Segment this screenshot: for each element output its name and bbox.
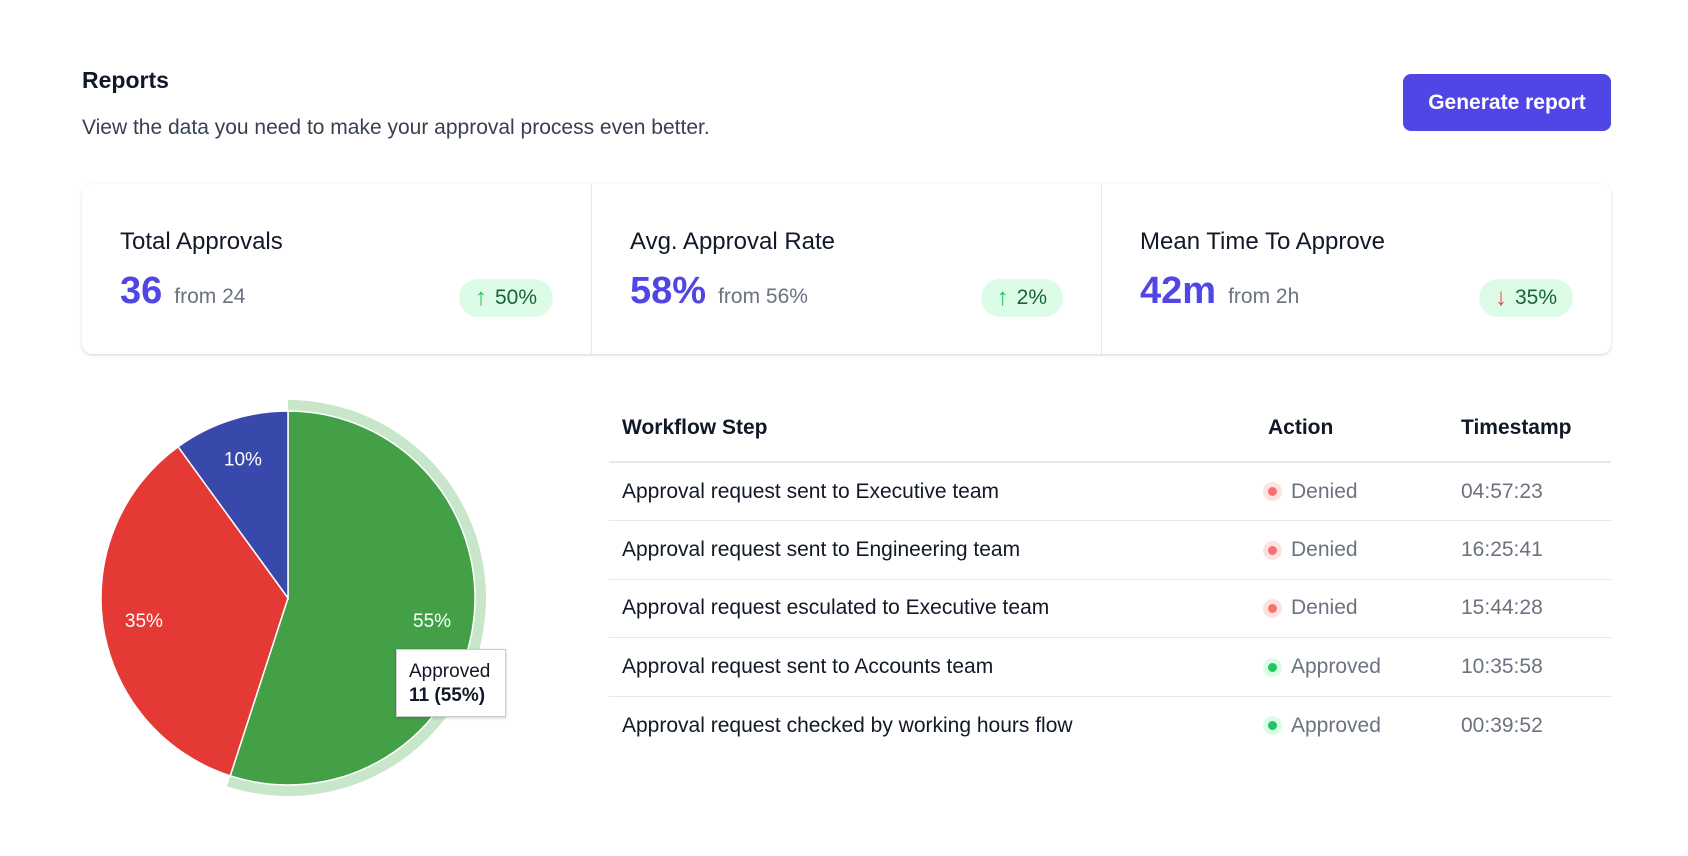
table-row[interactable]: Approval request esculated to Executive … bbox=[609, 579, 1611, 638]
workflow-step: Approval request sent to Engineering tea… bbox=[609, 520, 1255, 580]
timestamp: 15:44:28 bbox=[1448, 579, 1611, 638]
stat-from: from 56% bbox=[718, 285, 808, 308]
stats-cards: Total Approvals 36 from 24 ↑ 50% Avg. Appr… bbox=[82, 184, 1611, 354]
stat-value: 42m bbox=[1140, 270, 1217, 312]
table-row[interactable]: Approval request sent to Accounts team A… bbox=[609, 637, 1611, 697]
timestamp: 16:25:41 bbox=[1448, 520, 1611, 580]
timestamp: 00:39:52 bbox=[1461, 713, 1543, 737]
pie-slice-other[interactable] bbox=[177, 410, 289, 601]
tooltip-label: Approved bbox=[409, 661, 491, 682]
action-label: Denied bbox=[1291, 596, 1358, 620]
stat-card-total-approvals: Total Approvals 36 from 24 ↑ 50% bbox=[82, 184, 592, 354]
status-dot-icon bbox=[1268, 604, 1277, 614]
change-badge: ↑ 2% bbox=[980, 279, 1063, 317]
workflow-step: Approval request sent to Executive team bbox=[609, 462, 1255, 521]
col-header-step[interactable]: Workflow Step bbox=[609, 394, 1255, 463]
workflow-step: Approval request sent to Accounts team bbox=[609, 637, 1255, 697]
chart-tooltip: Approved 11 (55%) bbox=[396, 649, 506, 717]
slice-label: 55% bbox=[413, 611, 451, 632]
slice-label: 10% bbox=[224, 449, 262, 470]
arrow-up-icon: ↑ bbox=[996, 284, 1009, 311]
generate-report-button[interactable]: Generate report bbox=[1403, 74, 1611, 131]
stat-from: from 24 bbox=[174, 285, 246, 308]
change-badge: ↑ 50% bbox=[458, 279, 553, 317]
pie-slice-denied[interactable] bbox=[100, 445, 289, 777]
action-status: Approved bbox=[1255, 637, 1448, 697]
arrow-up-icon: ↑ bbox=[474, 284, 487, 311]
page-title: Reports bbox=[82, 67, 169, 93]
stat-value: 36 bbox=[120, 270, 163, 312]
stat-value: 58% bbox=[630, 270, 707, 312]
workflow-step: Approval request esculated to Executive … bbox=[609, 579, 1255, 638]
table-row[interactable]: Approval request sent to Executive team … bbox=[609, 462, 1611, 521]
col-header-timestamp[interactable]: Timestamp bbox=[1448, 394, 1611, 463]
action-label: Approved bbox=[1291, 654, 1381, 678]
approvals-pie-chart[interactable]: 55% 35% 10% bbox=[80, 390, 500, 810]
action-label: Approved bbox=[1291, 713, 1381, 737]
arrow-down-icon: ↓ bbox=[1494, 284, 1507, 311]
stat-title: Avg. Approval Rate bbox=[630, 228, 836, 255]
stat-card-mean-time: Mean Time To Approve 42m from 2h ↓ 35% bbox=[1102, 184, 1611, 354]
timestamp: 04:57:23 bbox=[1448, 462, 1611, 521]
stat-from: from 2h bbox=[1228, 285, 1300, 308]
page-subtitle: View the data you need to make your appr… bbox=[82, 116, 710, 139]
action-label: Denied bbox=[1291, 479, 1358, 503]
tooltip-value: 11 (55%) bbox=[409, 685, 486, 706]
status-dot-icon bbox=[1268, 662, 1277, 672]
change-value: 2% bbox=[1016, 286, 1047, 309]
status-dot-icon bbox=[1268, 545, 1277, 555]
change-badge: ↓ 35% bbox=[1478, 279, 1573, 317]
action-label: Denied bbox=[1291, 537, 1358, 561]
action-status: Approved bbox=[1255, 696, 1448, 755]
status-dot-icon bbox=[1268, 721, 1277, 731]
action-status: Denied bbox=[1255, 520, 1448, 580]
change-value: 50% bbox=[494, 286, 537, 309]
action-status: Denied bbox=[1255, 462, 1448, 521]
stat-card-approval-rate: Avg. Approval Rate 58% from 56% ↑ 2% bbox=[592, 184, 1102, 354]
timestamp: 10:35:58 bbox=[1448, 637, 1611, 697]
col-header-action[interactable]: Action bbox=[1255, 394, 1448, 463]
table-row[interactable]: Approval request checked by working hour… bbox=[609, 696, 1611, 755]
status-dot-icon bbox=[1268, 487, 1277, 497]
workflow-step: Approval request checked by working hour… bbox=[622, 713, 1073, 737]
action-status: Denied bbox=[1255, 579, 1448, 638]
table-row[interactable]: Approval request sent to Engineering tea… bbox=[609, 520, 1611, 580]
change-value: 35% bbox=[1514, 286, 1557, 309]
workflow-table: Workflow Step Action Timestamp Approval … bbox=[609, 394, 1611, 755]
stat-title: Mean Time To Approve bbox=[1140, 228, 1386, 255]
slice-label: 35% bbox=[125, 611, 163, 632]
stat-title: Total Approvals bbox=[120, 228, 283, 255]
